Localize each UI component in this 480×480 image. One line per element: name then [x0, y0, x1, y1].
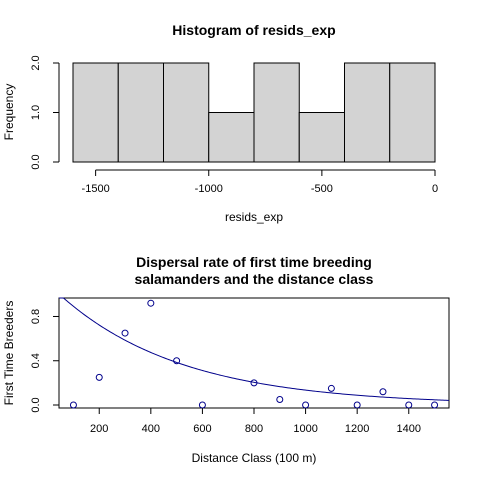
scatter-y-tick-label: 0.4	[30, 353, 42, 368]
histogram-y-tick-label: 1.0	[30, 105, 42, 120]
histogram-bar	[389, 62, 436, 163]
histogram-bar	[117, 62, 164, 163]
scatter-x-tick-label: 600	[193, 423, 211, 435]
scatter-x-tick-label: 1200	[345, 423, 369, 435]
histogram-y-tick-label: 2.0	[30, 55, 42, 70]
histogram-bar	[253, 62, 300, 163]
scatter-point	[198, 401, 206, 409]
histogram-bar	[208, 112, 255, 163]
histogram-bar	[72, 62, 119, 163]
scatter-point	[69, 401, 77, 409]
scatter-point	[405, 401, 413, 409]
scatter-x-tick-label: 1400	[397, 423, 421, 435]
scatter-points	[69, 299, 439, 409]
scatter-point	[250, 379, 258, 387]
scatter-point	[147, 299, 155, 307]
scatter-point	[173, 357, 181, 365]
scatter-y-tick-label: 0.8	[30, 309, 42, 324]
histogram-x-axis: -1500 -1000 -500 0	[82, 169, 438, 195]
histogram-x-tick-label: 0	[432, 183, 438, 195]
scatter-point	[276, 395, 284, 403]
histogram-bar	[344, 62, 391, 163]
scatter-panel: Dispersal rate of first time breeding sa…	[2, 254, 450, 465]
scatter-point	[327, 384, 335, 392]
scatter-point	[95, 373, 103, 381]
scatter-fit-curve-group	[59, 297, 450, 401]
histogram-title: Histogram of resids_exp	[172, 22, 335, 38]
scatter-title-line-1: Dispersal rate of first time breeding	[136, 254, 372, 270]
scatter-x-tick-label: 400	[142, 423, 160, 435]
histogram-x-tick-label: -1500	[82, 183, 110, 195]
scatter-point	[353, 401, 361, 409]
histogram-x-tick-label: -1000	[195, 183, 223, 195]
scatter-point	[379, 388, 387, 396]
histogram-y-axis: 0.0 1.0 2.0	[30, 55, 60, 170]
scatter-x-tick-label: 1000	[293, 423, 317, 435]
histogram-x-tick-label: -500	[311, 183, 333, 195]
scatter-x-tick-label: 200	[90, 423, 108, 435]
scatter-y-axis: 0.0 0.4 0.8	[30, 309, 59, 413]
histogram-panel: Histogram of resids_exp -1500 -1000 -500 0 …	[2, 22, 438, 224]
scatter-plot-box	[58, 297, 450, 409]
histogram-bar	[298, 112, 345, 163]
histogram-y-tick-label: 0.0	[30, 154, 42, 169]
scatter-fit-curve	[59, 297, 450, 401]
scatter-point	[121, 329, 129, 337]
histogram-bar	[163, 62, 210, 163]
scatter-x-axis-label: Distance Class (100 m)	[192, 451, 317, 465]
scatter-y-axis-label: First Time Breeders	[2, 301, 16, 406]
histogram-x-axis-label: resids_exp	[225, 210, 283, 224]
histogram-bars	[72, 62, 436, 163]
scatter-point	[302, 401, 310, 409]
scatter-point	[431, 401, 439, 409]
scatter-y-tick-label: 0.0	[30, 397, 42, 412]
scatter-x-axis: 200 400 600 800 1000 1200 1400	[90, 408, 421, 435]
scatter-title-line-2: salamanders and the distance class	[135, 271, 374, 287]
scatter-x-tick-label: 800	[245, 423, 263, 435]
histogram-y-axis-label: Frequency	[2, 84, 16, 141]
